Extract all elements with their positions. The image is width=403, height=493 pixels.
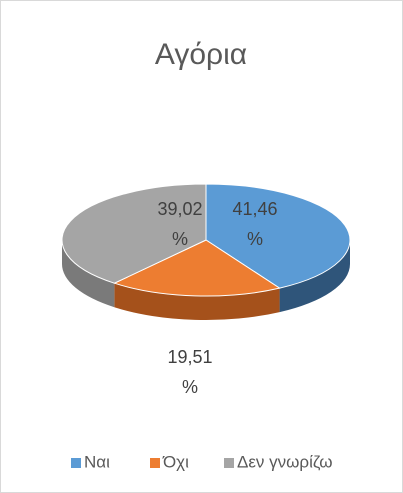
data-label: 19,51% [167,347,212,397]
slice [205,183,351,289]
legend-label: Ναι [84,452,110,471]
slice-side [62,240,115,308]
legend-swatch [150,458,160,468]
legend-swatch [224,458,234,468]
legend-swatch [71,458,81,468]
legend-label: Όχι [162,452,189,471]
slice [61,183,207,284]
chart-title: Αγόρια [155,38,247,71]
slice [113,239,281,297]
slice-side [279,240,350,313]
legend-label: Δεν γνωρίζω [237,452,333,471]
slice-side [114,283,280,320]
data-label: 41,46% [232,199,277,249]
data-label: 39,02% [157,199,202,249]
